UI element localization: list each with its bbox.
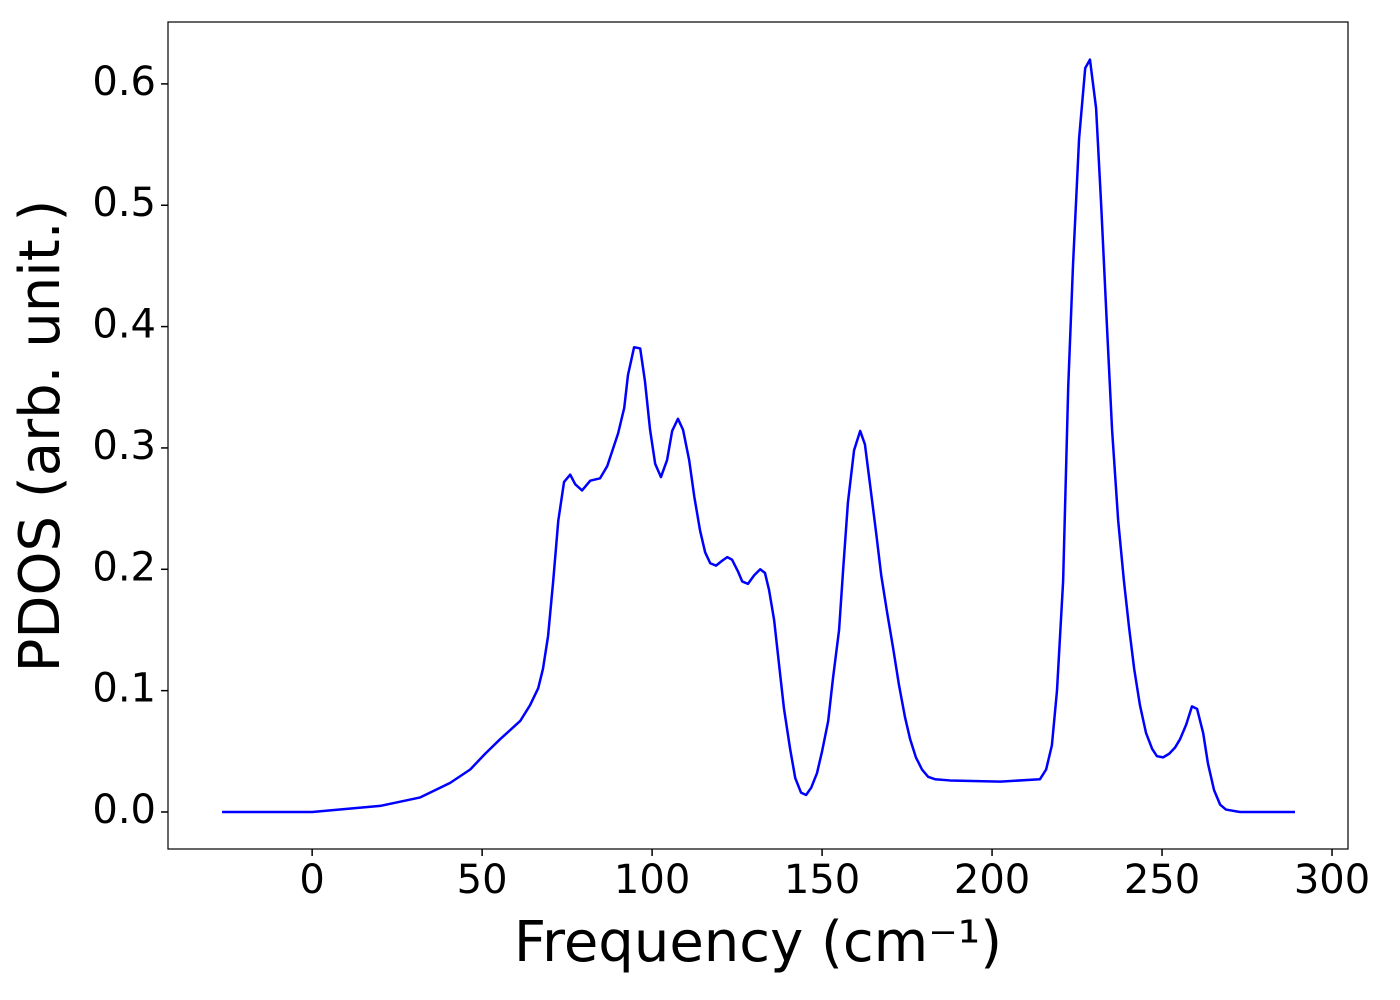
x-axis-label: Frequency (cm⁻¹) — [514, 910, 1002, 975]
y-tick-label: 0.6 — [92, 59, 156, 105]
x-tick-label: 0 — [299, 857, 324, 903]
x-tick-label: 150 — [784, 857, 860, 903]
y-tick-label: 0.3 — [92, 423, 156, 469]
x-tick-label: 50 — [457, 857, 508, 903]
x-tick-label: 100 — [614, 857, 690, 903]
plot-frame — [167, 21, 1349, 850]
y-tick-label: 0.4 — [92, 302, 156, 348]
y-axis-label: PDOS (arb. unit.) — [8, 200, 73, 673]
y-tick-label: 0.5 — [92, 180, 156, 226]
x-tick-label: 250 — [1124, 857, 1200, 903]
x-tick-label: 300 — [1294, 857, 1370, 903]
pdos-line — [222, 58, 1295, 814]
y-tick-label: 0.1 — [92, 666, 156, 712]
x-tick-label: 200 — [954, 857, 1030, 903]
y-tick-label: 0.2 — [92, 544, 156, 590]
y-tick-label: 0.0 — [92, 787, 156, 833]
